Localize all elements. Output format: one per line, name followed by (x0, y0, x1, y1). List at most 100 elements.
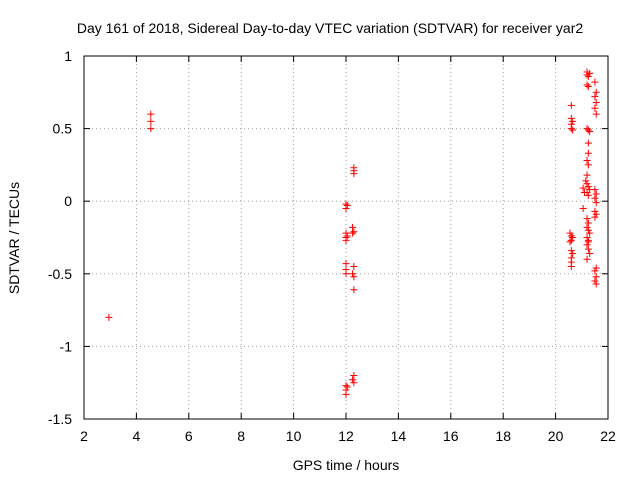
x-axis-label: GPS time / hours (293, 457, 400, 473)
chart-title: Day 161 of 2018, Sidereal Day-to-day VTE… (77, 20, 583, 36)
data-point (349, 229, 357, 237)
data-point (343, 383, 351, 391)
data-point (583, 188, 591, 196)
data-point (579, 204, 587, 212)
data-point (567, 247, 575, 255)
x-tick-label: 4 (133, 428, 141, 444)
data-point (583, 171, 591, 179)
data-point (579, 184, 587, 192)
data-point (583, 234, 591, 241)
data-point (583, 255, 591, 263)
data-point (591, 186, 599, 194)
data-point (147, 110, 155, 118)
data-point (582, 177, 590, 185)
x-tick-label: 2 (80, 428, 88, 444)
data-point (569, 234, 577, 241)
x-tick-label: 16 (443, 428, 459, 444)
data-point (583, 241, 591, 249)
data-point (592, 264, 600, 272)
data-point (350, 228, 358, 236)
data-point (567, 263, 575, 271)
data-point (147, 125, 155, 133)
data-point (591, 213, 599, 221)
data-point (592, 199, 600, 207)
data-point (566, 229, 574, 237)
data-point (584, 139, 592, 147)
data-point (350, 170, 358, 178)
data-point (342, 270, 350, 278)
data-point (592, 190, 600, 198)
x-tick-label: 18 (495, 428, 511, 444)
y-tick-label: 0.5 (53, 121, 73, 137)
data-point (569, 117, 577, 125)
data-point (342, 204, 350, 212)
data-point (567, 125, 575, 133)
y-tick-label: -0.5 (48, 266, 72, 282)
data-point (350, 263, 358, 271)
data-point (592, 273, 600, 281)
data-point (586, 229, 594, 237)
data-point (343, 202, 351, 210)
data-point (567, 101, 575, 109)
data-point (350, 286, 358, 294)
y-tick-label: 1 (64, 48, 72, 64)
data-point (583, 180, 591, 188)
data-point (592, 280, 600, 288)
data-point (586, 128, 594, 136)
axis-ticks (83, 55, 609, 420)
x-tick-label: 22 (600, 428, 616, 444)
data-point (591, 78, 599, 86)
data-point (105, 313, 113, 321)
data-point (592, 98, 600, 106)
data-point (584, 72, 592, 80)
data-point (343, 232, 351, 240)
data-point (350, 379, 358, 387)
x-tick-label: 20 (548, 428, 564, 444)
data-point (583, 81, 591, 89)
x-tick-label: 12 (338, 428, 354, 444)
data-point (342, 236, 350, 244)
data-point (584, 183, 592, 191)
data-point (584, 126, 592, 134)
data-point (584, 191, 592, 199)
data-points (105, 68, 600, 398)
y-tick-label: -1 (60, 338, 73, 354)
data-point (591, 267, 599, 275)
data-point (583, 223, 591, 231)
y-tick-label: 0 (64, 193, 72, 209)
data-point (584, 161, 592, 169)
data-point (584, 236, 592, 244)
data-point (584, 82, 592, 90)
data-point (567, 236, 575, 244)
y-tick-label: -1.5 (48, 411, 72, 427)
data-point (592, 210, 600, 218)
data-point (592, 110, 600, 118)
data-point (342, 390, 350, 398)
data-point (350, 273, 358, 281)
y-axis-label: SDTVAR / TECUs (6, 182, 22, 294)
tick-labels: 2 4 6 8 10 12 14 16 18 20 22 1 0.5 0 -0.5 -1 -1.5 (48, 48, 616, 444)
x-tick-label: 14 (391, 428, 407, 444)
data-point (591, 194, 599, 202)
data-point (569, 126, 577, 134)
data-point (584, 219, 592, 227)
data-point (586, 249, 594, 257)
data-point (569, 249, 577, 257)
x-tick-label: 10 (286, 428, 302, 444)
data-point (586, 69, 594, 77)
data-point (566, 238, 574, 246)
data-point (584, 245, 592, 253)
data-point (584, 226, 592, 234)
data-point (147, 117, 155, 125)
data-point (591, 104, 599, 112)
data-point (591, 277, 599, 285)
data-point (583, 157, 591, 165)
x-tick-label: 6 (185, 428, 193, 444)
data-point (592, 88, 600, 96)
data-point (583, 215, 591, 223)
x-tick-label: 8 (237, 428, 245, 444)
data-point (591, 93, 599, 101)
data-point (350, 371, 358, 379)
